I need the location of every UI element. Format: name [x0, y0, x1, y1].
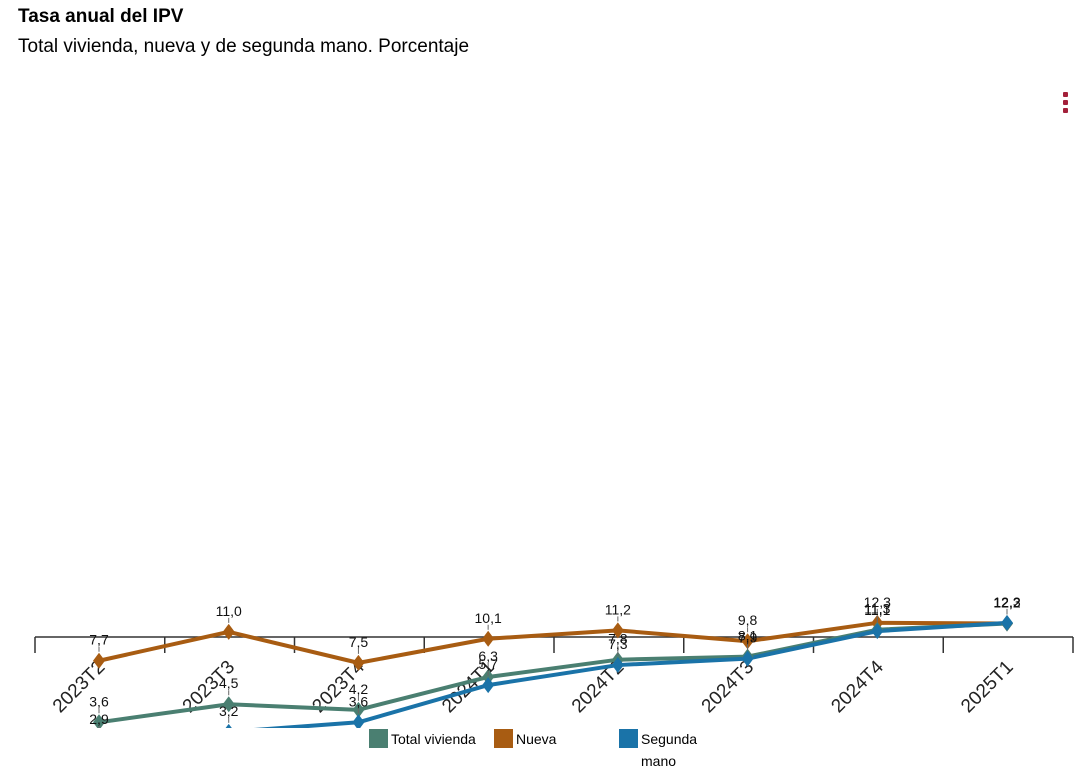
data-point-segunda [352, 714, 365, 728]
data-point-segunda [482, 677, 495, 694]
data-label-total: 4,5 [219, 675, 239, 691]
data-label-nueva: 9,8 [738, 612, 758, 628]
data-label-nueva: 10,1 [475, 610, 502, 626]
data-label-segunda: 7,9 [738, 630, 758, 646]
data-label-segunda: 2,9 [89, 711, 109, 727]
legend-item-nueva[interactable]: Nueva [494, 728, 556, 750]
legend-item-total-vivienda[interactable]: Total vivienda [369, 728, 476, 750]
data-label-nueva: 7,5 [349, 634, 369, 650]
data-label-total: 3,6 [89, 693, 109, 709]
data-point-segunda [871, 623, 884, 640]
data-point-nueva [482, 630, 495, 647]
data-label-total: 7,8 [608, 631, 628, 647]
x-tick-label: 2024T3 [698, 657, 758, 717]
legend: Total vivienda Nueva Segunda mano [0, 728, 1091, 772]
data-point-segunda [1001, 614, 1013, 631]
data-point-nueva [741, 633, 754, 650]
data-point-nueva [222, 623, 235, 640]
series-line-nueva [97, 620, 1009, 665]
data-label-nueva: 11,2 [605, 601, 631, 617]
data-point-nueva [611, 622, 624, 639]
data-label-total: 12,2 [993, 594, 1020, 610]
legend-swatch-nueva [494, 729, 513, 748]
data-point-segunda [611, 657, 624, 674]
data-label-nueva: 7,7 [89, 632, 109, 648]
vertical-dots-icon[interactable] [1060, 92, 1070, 118]
data-label-total: 11,3 [864, 601, 890, 617]
line-chart: 2023T2 2023T3 2023T4 2024T1 2024T2 2024T3 2024… [34, 594, 1074, 728]
data-label-nueva: 11,0 [216, 603, 242, 619]
legend-label-total-vivienda: Total vivienda [391, 731, 476, 747]
data-label-total: 6,3 [478, 648, 498, 664]
data-label-segunda: 7,3 [608, 636, 628, 652]
x-tick-label: 2025T1 [957, 657, 1017, 717]
legend-swatch-total-vivienda [369, 729, 388, 748]
data-label-nueva: 12,3 [864, 594, 891, 610]
data-label-segunda: 12,3 [993, 594, 1020, 610]
legend-label-nueva: Nueva [516, 731, 557, 747]
data-point-segunda [225, 723, 232, 728]
data-point-total [482, 668, 495, 685]
data-label-segunda: 5,7 [478, 656, 498, 672]
data-label-nueva: 12,2 [993, 594, 1020, 610]
data-point-nueva [93, 652, 105, 669]
data-label-total: 4,2 [349, 681, 369, 697]
legend-label-segunda-mano: Segunda mano [641, 731, 698, 769]
data-label-total: 8,1 [738, 628, 758, 644]
data-point-total [93, 714, 105, 728]
x-tick-label: 2024T4 [827, 656, 888, 717]
data-point-nueva [352, 654, 365, 671]
data-point-segunda [741, 650, 754, 667]
chart-title: Tasa anual del IPV [18, 6, 184, 27]
chart-subtitle: Total vivienda, nueva y de segunda mano.… [18, 36, 470, 57]
data-point-total [222, 696, 235, 713]
data-label-segunda: 3,2 [219, 703, 239, 719]
data-label-segunda: 11,1 [864, 602, 890, 618]
series-line-segunda [253, 620, 1009, 728]
data-label-segunda: 3,6 [349, 693, 369, 709]
legend-item-segunda-mano[interactable]: Segunda mano [619, 728, 713, 772]
legend-swatch-segunda-mano [619, 729, 638, 748]
